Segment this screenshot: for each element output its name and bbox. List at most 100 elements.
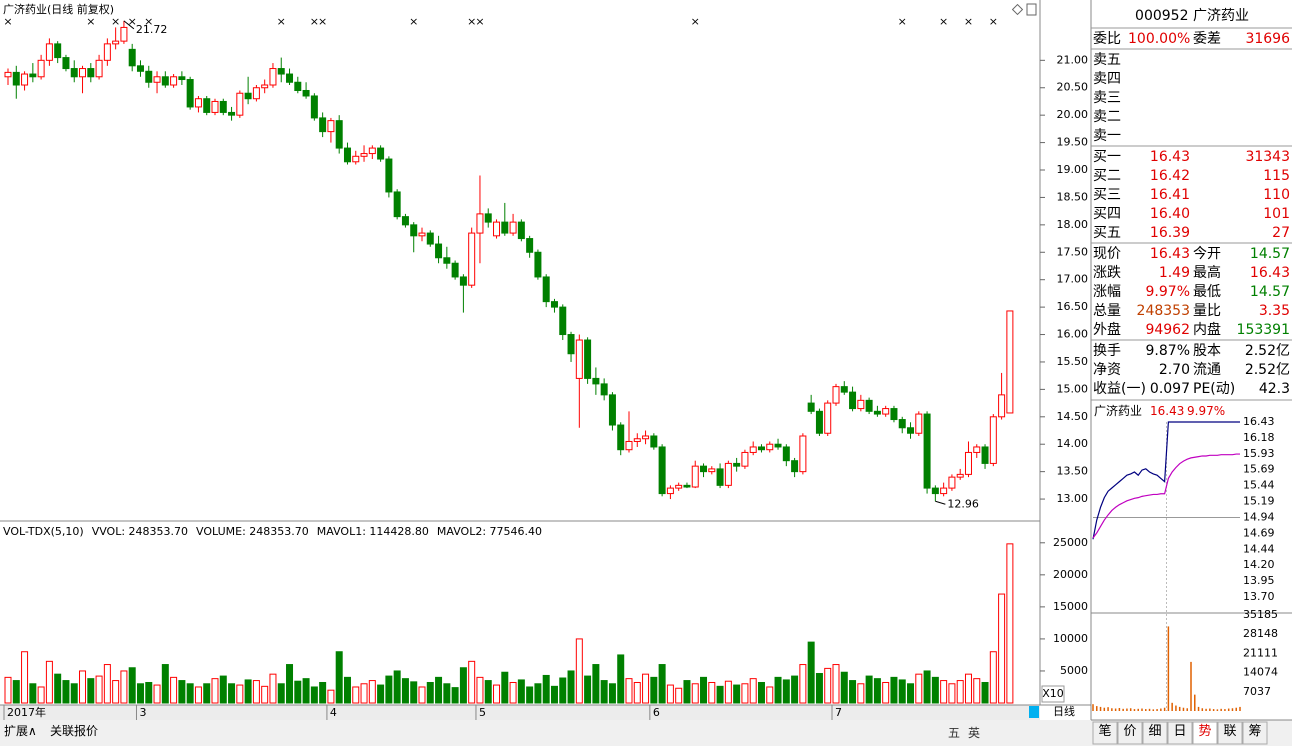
volume-bar	[269, 673, 277, 704]
candle-body	[228, 111, 236, 116]
candle-body	[650, 435, 658, 448]
tab-label[interactable]: 筹	[1248, 724, 1262, 739]
buy-price: 16.41	[1149, 187, 1190, 203]
y-tick-label: 15.50	[1057, 355, 1089, 368]
y-tick-label: 21111	[1243, 646, 1278, 659]
y-tick-label: 14074	[1243, 666, 1278, 679]
ime-icon[interactable]: 五	[948, 726, 961, 740]
volume-bar	[840, 671, 848, 704]
tab-label[interactable]: 联	[1223, 724, 1237, 739]
candle-body	[211, 100, 219, 113]
tab	[1117, 721, 1143, 745]
volume-bar	[774, 676, 782, 704]
volume-bar	[327, 689, 335, 704]
zoom-box[interactable]	[1041, 685, 1065, 703]
tab-label[interactable]: 价	[1123, 724, 1137, 739]
candle-body	[443, 257, 451, 264]
y-tick-label: 14.69	[1243, 527, 1275, 540]
stat-value: 248353	[1136, 303, 1190, 319]
signal-marker: ×	[467, 15, 476, 28]
volume-bar	[451, 687, 459, 704]
candle-body	[377, 147, 385, 160]
volume-bar	[907, 683, 915, 704]
stat-label: 现价	[1093, 246, 1121, 262]
candle-body	[352, 155, 360, 163]
volume-bar	[87, 678, 95, 704]
candle-body	[476, 213, 484, 234]
toolbar-button[interactable]: 关联报价	[50, 724, 99, 738]
tab	[1192, 721, 1218, 745]
y-tick-label: 15.19	[1243, 494, 1275, 507]
volume-bar	[733, 684, 741, 704]
y-tick-label: 18.00	[1057, 218, 1089, 231]
buy-label: 买二	[1093, 168, 1121, 184]
x-tick-label: 3	[139, 706, 146, 719]
candle-body	[178, 76, 186, 81]
volume-bar	[757, 681, 765, 704]
candle-body	[54, 43, 62, 59]
y-tick-label: 20000	[1053, 568, 1088, 581]
low-label: 12.96	[947, 497, 979, 510]
icon[interactable]	[1026, 3, 1037, 16]
info-value: 2.52亿	[1244, 343, 1290, 359]
candle-body	[658, 446, 666, 495]
candle-body	[310, 95, 318, 119]
candle-body	[832, 386, 840, 404]
period-label[interactable]: 日线	[1053, 704, 1075, 718]
y-tick-label: 21.00	[1057, 53, 1089, 66]
icon[interactable]	[1011, 3, 1024, 16]
volume-bar	[186, 683, 194, 704]
y-tick-label: 17.00	[1057, 273, 1089, 286]
candle-body	[542, 276, 550, 303]
stat-value: 16.43	[1149, 246, 1190, 262]
volume-bar	[550, 685, 558, 704]
signal-marker: ×	[898, 15, 907, 28]
candle-body	[103, 43, 111, 61]
tab-label[interactable]: 细	[1148, 724, 1162, 739]
candle-body	[261, 84, 269, 89]
stat-label: 今开	[1193, 246, 1221, 262]
candle-body	[368, 147, 376, 155]
toolbar-button[interactable]: 扩展∧	[4, 724, 37, 738]
volume-bar	[559, 677, 567, 704]
candle-body	[493, 221, 501, 237]
candle-body	[70, 68, 78, 78]
volume-bar	[584, 675, 592, 704]
volume-bar	[509, 681, 517, 704]
candle-body	[509, 221, 517, 234]
candle-body	[708, 468, 716, 473]
candle-body	[252, 87, 260, 100]
candle-body	[757, 446, 765, 451]
scroll-button[interactable]	[1029, 706, 1039, 718]
buy-label: 买一	[1093, 149, 1121, 165]
volume-bar	[575, 638, 583, 704]
candle-body	[29, 73, 37, 78]
volume-bar	[650, 676, 658, 704]
ime-icon[interactable]: 英	[968, 726, 981, 740]
volume-bar	[493, 684, 501, 704]
candle-body	[294, 81, 302, 91]
candle-body	[401, 216, 409, 226]
tab-label[interactable]: 日	[1173, 724, 1187, 739]
volume-bar	[666, 684, 674, 704]
candle-body	[37, 59, 45, 78]
y-tick-label: 20.50	[1057, 81, 1089, 94]
info-value: 42.3	[1258, 381, 1290, 397]
volume-bar	[534, 683, 542, 704]
y-tick-label: 13.70	[1243, 590, 1275, 603]
volume-bar	[211, 678, 219, 704]
candle-body	[981, 446, 989, 464]
candle-body	[79, 68, 87, 78]
y-tick-label: 14.20	[1243, 558, 1275, 571]
volume-bar	[103, 664, 111, 704]
y-tick-label: 14.44	[1243, 543, 1275, 556]
info-value: 2.52亿	[1244, 362, 1290, 378]
tab-label[interactable]: 势	[1198, 724, 1212, 739]
tab-label[interactable]: 笔	[1098, 724, 1112, 739]
x-tick-label: 5	[479, 706, 486, 719]
candle-body	[774, 443, 782, 448]
candle-body	[882, 408, 890, 415]
tab	[1167, 721, 1193, 745]
stat-label: 外盘	[1093, 322, 1121, 338]
zoom-label[interactable]: X10	[1042, 687, 1064, 700]
